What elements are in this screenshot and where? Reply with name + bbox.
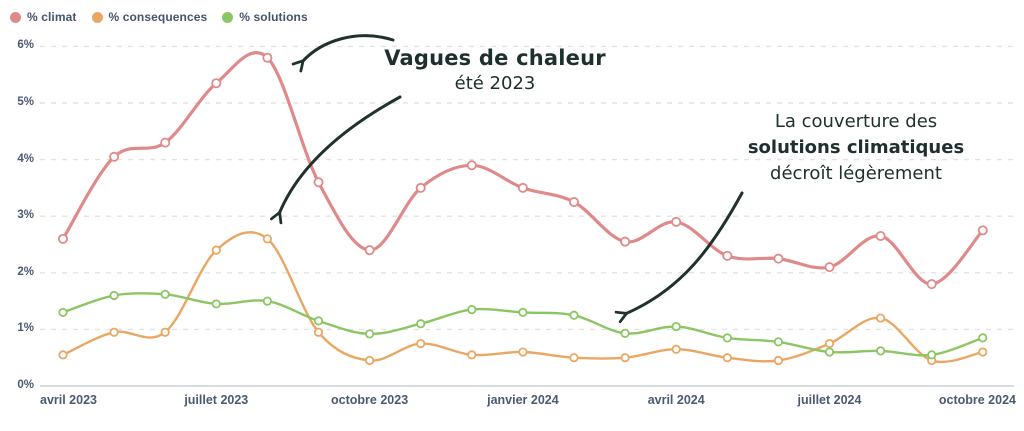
x-axis-label-octobre: octobre 2023 xyxy=(331,393,409,407)
data-point-climat-0 xyxy=(58,233,69,244)
data-point-solutions-18 xyxy=(978,333,988,343)
data-point-consequences-18 xyxy=(978,347,988,357)
data-point-consequences-11 xyxy=(620,353,630,363)
data-point-consequences-9 xyxy=(518,347,528,357)
data-point-consequences-6 xyxy=(364,355,375,366)
data-point-climat-14 xyxy=(773,253,784,264)
x-axis-label-juillet: juillet 2024 xyxy=(797,393,862,407)
data-point-consequences-4 xyxy=(262,234,272,244)
x-axis-label-avril: avril 2023 xyxy=(40,393,97,407)
data-point-solutions-1 xyxy=(109,290,119,301)
data-point-solutions-0 xyxy=(58,307,68,318)
data-point-solutions-15 xyxy=(824,347,835,357)
x-axis-label-octobre: octobre 2024 xyxy=(938,393,1016,407)
data-point-solutions-5 xyxy=(313,316,324,326)
data-point-consequences-14 xyxy=(773,355,784,366)
x-axis-label-janvier: janvier 2024 xyxy=(487,393,559,407)
data-point-climat-7 xyxy=(415,182,426,193)
arrow-to-heatwave-peak xyxy=(291,34,395,73)
x-axis-label-juillet: juillet 2023 xyxy=(184,393,249,407)
data-point-solutions-8 xyxy=(467,304,477,315)
data-point-consequences-15 xyxy=(824,338,835,349)
y-axis-label-6pct: 6% xyxy=(17,39,34,52)
annotation-heatwave-title: Vagues de chaleur xyxy=(384,46,606,70)
x-axis-label-avril: avril 2024 xyxy=(647,393,705,407)
data-point-consequences-10 xyxy=(569,353,579,363)
series-line-consequences xyxy=(61,231,984,364)
y-axis-label-0pct: 0% xyxy=(17,379,34,391)
data-point-consequences-7 xyxy=(416,338,426,349)
data-point-climat-15 xyxy=(824,262,835,273)
y-axis-label-5pct: 5% xyxy=(17,96,34,108)
y-axis-label-4pct: 4% xyxy=(17,152,34,165)
data-point-consequences-13 xyxy=(722,353,732,363)
legend-label-climat: % climat xyxy=(27,10,77,24)
arrow-to-solutions-line xyxy=(614,191,744,324)
legend-label-solutions: % solutions xyxy=(239,10,308,24)
data-point-solutions-3 xyxy=(211,299,221,309)
data-point-solutions-10 xyxy=(569,310,579,320)
data-point-climat-4 xyxy=(262,52,273,63)
data-point-climat-17 xyxy=(926,279,937,290)
data-point-solutions-6 xyxy=(364,329,375,339)
data-point-climat-12 xyxy=(671,216,682,227)
y-axis-label-1pct: 1% xyxy=(17,322,34,335)
solutions-series-dot-icon xyxy=(222,11,234,23)
legend-item-consequences: % consequences xyxy=(91,10,208,24)
data-point-climat-5 xyxy=(313,177,324,188)
annotation-heatwave: Vagues de chaleur été 2023 xyxy=(345,46,645,94)
data-point-consequences-16 xyxy=(875,313,886,323)
annotation-solutions-line2: solutions climatiques xyxy=(747,137,965,158)
data-point-solutions-4 xyxy=(262,296,272,306)
data-point-solutions-14 xyxy=(773,337,784,347)
annotation-solutions: La couverture des solutions climatiques … xyxy=(736,109,976,187)
annotation-heatwave-subtitle: été 2023 xyxy=(454,73,536,94)
data-point-climat-2 xyxy=(160,137,171,148)
data-point-climat-1 xyxy=(109,151,120,162)
data-point-solutions-11 xyxy=(620,328,630,338)
data-point-solutions-9 xyxy=(518,307,528,318)
y-axis-label-3pct: 3% xyxy=(17,209,34,222)
annotation-solutions-line1: La couverture des xyxy=(774,111,938,132)
data-point-climat-18 xyxy=(977,225,988,236)
data-point-solutions-12 xyxy=(671,321,681,332)
data-point-climat-6 xyxy=(364,245,375,256)
legend-item-solutions: % solutions xyxy=(222,10,308,24)
data-point-solutions-7 xyxy=(416,319,426,329)
data-point-climat-16 xyxy=(875,231,886,242)
climat-series-dot-icon xyxy=(10,11,21,23)
data-point-consequences-5 xyxy=(313,327,324,337)
data-point-consequences-3 xyxy=(211,245,221,255)
data-point-solutions-2 xyxy=(160,289,170,299)
data-point-climat-10 xyxy=(569,197,580,208)
data-point-climat-9 xyxy=(517,182,528,193)
data-point-consequences-0 xyxy=(58,350,68,360)
legend-label-consequences: % consequences xyxy=(108,10,208,24)
arrow-to-consequences-peak xyxy=(269,95,402,225)
data-point-solutions-17 xyxy=(927,350,937,360)
data-point-climat-3 xyxy=(211,78,222,89)
annotation-solutions-line3: décroît légèrement xyxy=(770,163,942,184)
data-point-consequences-12 xyxy=(671,344,681,354)
data-point-solutions-16 xyxy=(875,346,886,356)
data-point-climat-13 xyxy=(722,250,733,261)
data-point-climat-11 xyxy=(620,236,631,247)
data-point-consequences-1 xyxy=(109,327,119,337)
data-point-solutions-13 xyxy=(722,333,732,343)
data-point-consequences-8 xyxy=(467,350,477,360)
data-point-consequences-2 xyxy=(160,327,170,337)
data-point-climat-8 xyxy=(466,160,477,171)
series-line-solutions xyxy=(61,292,984,357)
y-axis-label-2pct: 2% xyxy=(17,265,34,278)
consequences-series-dot-icon xyxy=(91,11,103,23)
legend-item-climat: % climat xyxy=(10,10,77,24)
chart-legend: % climat % consequences % solutions xyxy=(10,10,308,24)
